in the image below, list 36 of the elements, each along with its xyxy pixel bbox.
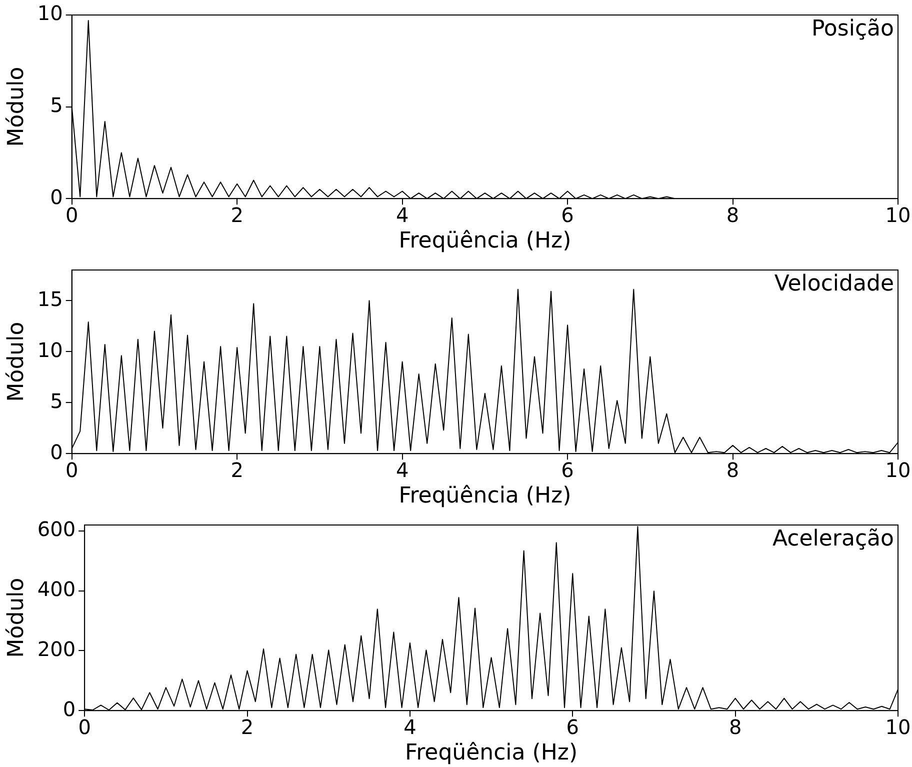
y-tick-label: 200 [37, 636, 76, 661]
x-tick-label: 2 [230, 202, 244, 227]
x-tick-label: 4 [396, 458, 409, 482]
chart-title: Posição [811, 16, 894, 42]
y-axis-title: Módulo [4, 322, 29, 402]
y-tick-label: 5 [50, 388, 63, 413]
y-tick-label: 0 [50, 184, 63, 209]
x-tick-label: 10 [885, 714, 911, 739]
y-tick-label: 0 [62, 696, 76, 721]
x-tick-label: 4 [404, 714, 416, 739]
x-tick-label: 8 [728, 714, 742, 739]
y-tick-label: 15 [37, 286, 63, 311]
y-tick-label: 10 [37, 1, 63, 26]
x-tick-label: 10 [885, 458, 911, 482]
x-tick-label: 0 [78, 714, 91, 739]
x-axis-title: Freqüência (Hz) [398, 228, 572, 254]
x-tick-label: 2 [230, 458, 244, 482]
y-axis-title: Módulo [4, 66, 29, 147]
x-tick-label: 2 [240, 714, 254, 739]
x-tick-label: 6 [566, 714, 579, 739]
y-tick-label: 600 [37, 517, 76, 542]
x-tick-label: 4 [396, 202, 409, 227]
y-tick-label: 10 [37, 338, 63, 362]
y-tick-label: 5 [50, 93, 63, 118]
x-tick-label: 10 [885, 202, 911, 227]
chart-title: Aceleração [772, 526, 894, 552]
x-tick-label: 6 [561, 458, 574, 482]
x-axis-title: Freqüência (Hz) [398, 484, 572, 509]
x-tick-label: 8 [726, 458, 740, 482]
chart-title: Velocidade [774, 272, 894, 297]
y-tick-label: 0 [50, 440, 63, 464]
x-tick-label: 6 [561, 202, 574, 227]
x-axis-title: Freqüência (Hz) [405, 740, 578, 766]
y-tick-label: 400 [37, 577, 76, 602]
y-axis-title: Módulo [4, 578, 29, 658]
x-tick-label: 8 [726, 202, 740, 227]
